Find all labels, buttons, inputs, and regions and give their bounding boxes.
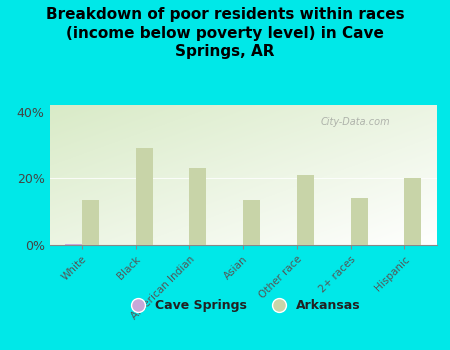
- Text: Breakdown of poor residents within races
(income below poverty level) in Cave
Sp: Breakdown of poor residents within races…: [46, 7, 404, 59]
- Bar: [404, 178, 422, 245]
- Legend: Cave Springs, Arkansas: Cave Springs, Arkansas: [121, 294, 365, 317]
- Bar: [189, 168, 207, 245]
- Bar: [135, 148, 153, 245]
- Bar: [297, 175, 314, 245]
- Bar: [82, 200, 99, 245]
- Text: City-Data.com: City-Data.com: [320, 117, 390, 127]
- Bar: [243, 200, 260, 245]
- Bar: [64, 244, 82, 245]
- Bar: [351, 198, 368, 245]
